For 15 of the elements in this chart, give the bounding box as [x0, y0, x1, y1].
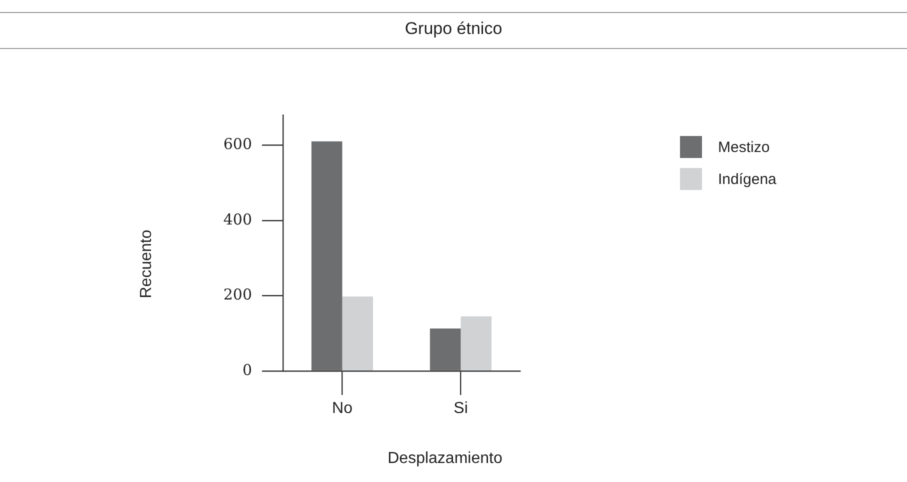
bar	[460, 316, 492, 370]
y-tick-label: 200	[223, 286, 252, 304]
bar	[430, 328, 461, 370]
y-tick-label: 0	[242, 360, 252, 379]
y-tick-label: 400	[223, 210, 252, 228]
bar	[342, 296, 374, 370]
y-tick-label: 600	[223, 135, 252, 154]
y-axis-title: Recuento	[138, 228, 156, 300]
chart-title: Grupo étnico	[404, 19, 504, 39]
bar	[311, 141, 342, 370]
x-tick-label: Si	[454, 400, 468, 418]
x-tick-label: No	[332, 400, 353, 418]
legend-label: Indígena	[718, 170, 776, 188]
legend-label: Mestizo	[718, 138, 770, 156]
x-axis-title: Desplazamiento	[386, 450, 504, 468]
